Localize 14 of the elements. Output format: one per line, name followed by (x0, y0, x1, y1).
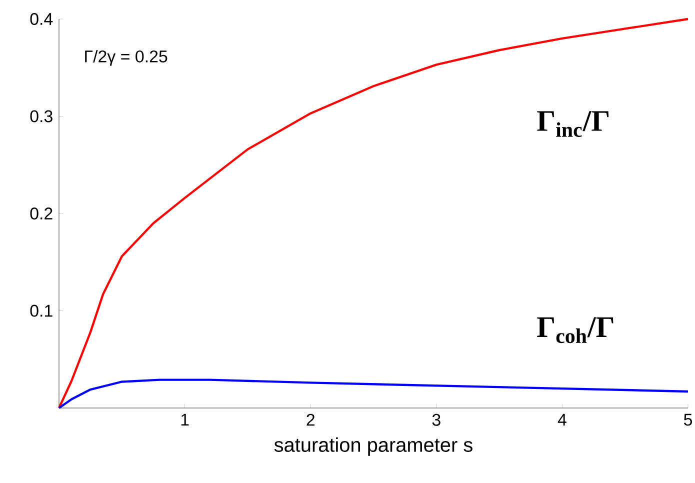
x-axis-title: saturation parameter s (274, 437, 472, 456)
x-tick-label: 1 (181, 414, 189, 426)
x-tick-label: 5 (684, 414, 692, 426)
x-tick-label: 4 (558, 414, 566, 426)
y-tick-label: 0.2 (30, 208, 52, 220)
y-tick-label: 0.4 (30, 13, 53, 25)
series-label: Γ$_{coh}$/Γ (537, 317, 614, 344)
annotation: Γ/2γ = 0.25 (85, 50, 168, 66)
x-tick-label: 3 (432, 414, 440, 426)
y-tick-label: 0.3 (30, 110, 52, 122)
x-tick-label: 2 (306, 414, 314, 426)
y-tick-label: 0.1 (30, 304, 52, 317)
line-series (58, 18, 690, 410)
text: Γ$_{inc}$/Γ (537, 111, 609, 137)
